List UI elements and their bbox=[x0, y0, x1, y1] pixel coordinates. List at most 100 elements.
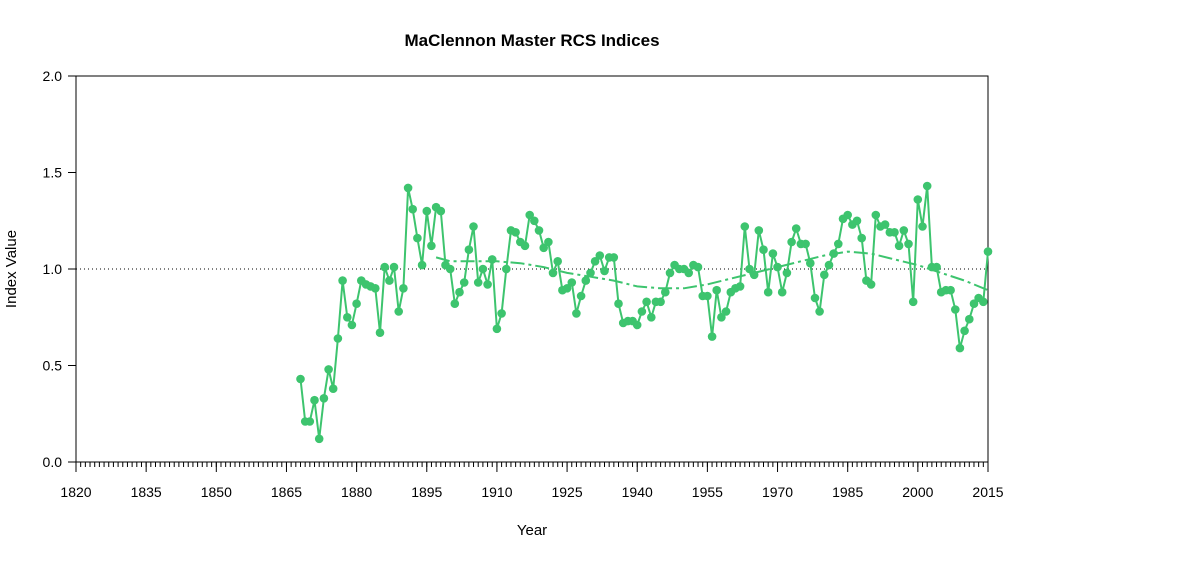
x-tick-label: 1880 bbox=[341, 484, 372, 500]
y-axis-label: Index Value bbox=[3, 230, 20, 308]
data-point bbox=[693, 262, 703, 272]
data-point bbox=[380, 262, 390, 272]
data-point bbox=[534, 226, 544, 235]
data-point bbox=[632, 320, 642, 330]
data-point bbox=[759, 245, 768, 254]
data-point bbox=[333, 334, 343, 343]
data-point bbox=[824, 260, 834, 270]
x-tick-label: 1940 bbox=[622, 484, 653, 500]
smoothing-spline-line bbox=[435, 250, 989, 292]
x-tick-label: 1970 bbox=[762, 484, 793, 500]
data-point bbox=[637, 307, 647, 316]
data-point bbox=[314, 434, 324, 444]
data-point bbox=[459, 278, 469, 287]
data-point bbox=[979, 297, 988, 307]
data-point bbox=[820, 270, 829, 280]
data-point bbox=[791, 224, 801, 233]
data-point bbox=[951, 305, 960, 314]
data-point bbox=[647, 313, 656, 322]
data-point bbox=[483, 280, 492, 289]
index-series-line bbox=[299, 185, 989, 439]
data-point bbox=[810, 293, 820, 303]
data-point bbox=[544, 237, 553, 247]
x-axis: 1820 1835 1850 1865 1880 1895 1910 1925 1940 1955… bbox=[60, 462, 1004, 500]
x-tick-label: 1955 bbox=[692, 484, 723, 500]
data-point bbox=[595, 251, 605, 260]
data-point bbox=[656, 297, 665, 307]
data-point bbox=[740, 222, 750, 231]
data-point bbox=[562, 284, 572, 293]
data-point bbox=[960, 326, 969, 336]
data-point bbox=[497, 309, 506, 318]
data-point bbox=[324, 365, 333, 374]
data-point bbox=[385, 276, 394, 285]
data-point bbox=[904, 239, 913, 249]
data-point bbox=[502, 264, 511, 274]
x-tick-label: 1985 bbox=[832, 484, 863, 500]
data-point bbox=[754, 226, 764, 235]
data-point bbox=[375, 328, 385, 338]
data-point bbox=[834, 239, 843, 249]
data-point bbox=[899, 226, 909, 235]
data-point bbox=[487, 255, 497, 264]
data-point bbox=[343, 313, 352, 322]
x-tick-label: 1820 bbox=[60, 484, 91, 500]
data-point bbox=[721, 307, 731, 316]
data-point bbox=[328, 384, 338, 394]
data-point bbox=[581, 276, 591, 285]
data-point bbox=[712, 285, 721, 295]
data-point bbox=[852, 216, 862, 226]
data-point bbox=[305, 417, 315, 426]
data-point bbox=[408, 204, 418, 214]
data-point bbox=[932, 262, 941, 272]
data-point bbox=[866, 280, 876, 289]
x-tick-label: 2015 bbox=[972, 484, 1003, 500]
data-point bbox=[347, 320, 357, 330]
data-point bbox=[642, 297, 651, 307]
data-point bbox=[880, 220, 890, 229]
x-tick-label: 1910 bbox=[481, 484, 512, 500]
data-point bbox=[735, 282, 745, 291]
data-point bbox=[436, 206, 446, 216]
data-point bbox=[572, 309, 581, 318]
data-point bbox=[525, 210, 534, 220]
y-tick-label: 0.0 bbox=[43, 454, 63, 470]
data-point bbox=[576, 291, 586, 301]
data-point bbox=[310, 395, 319, 405]
data-point bbox=[553, 257, 562, 266]
data-point bbox=[492, 324, 502, 334]
data-point bbox=[609, 253, 619, 262]
data-point bbox=[777, 287, 787, 297]
x-tick-label: 1850 bbox=[201, 484, 232, 500]
y-axis: 0.0 0.5 1.0 1.5 2.0 bbox=[43, 68, 76, 470]
data-point bbox=[399, 284, 408, 293]
data-point bbox=[445, 264, 455, 274]
data-point bbox=[455, 287, 464, 297]
data-point bbox=[614, 299, 623, 309]
data-point bbox=[665, 268, 675, 278]
data-point bbox=[965, 314, 974, 324]
data-point bbox=[590, 257, 600, 266]
data-point bbox=[773, 262, 782, 272]
data-point bbox=[969, 299, 979, 309]
data-point bbox=[567, 278, 577, 287]
data-point bbox=[806, 258, 815, 268]
data-point bbox=[717, 313, 726, 322]
data-point bbox=[548, 268, 558, 278]
data-point bbox=[586, 268, 595, 278]
data-point bbox=[422, 206, 432, 216]
data-point bbox=[417, 260, 427, 270]
data-point bbox=[684, 268, 693, 278]
data-point bbox=[922, 181, 932, 191]
data-point bbox=[801, 239, 810, 249]
data-point bbox=[749, 270, 759, 280]
data-point bbox=[427, 241, 436, 251]
data-point bbox=[469, 222, 478, 231]
data-point bbox=[703, 291, 712, 301]
chart-title: MaClennon Master RCS Indices bbox=[404, 31, 659, 50]
data-point bbox=[782, 268, 792, 278]
data-point bbox=[338, 276, 347, 285]
data-point bbox=[389, 262, 399, 272]
data-point bbox=[815, 307, 824, 316]
